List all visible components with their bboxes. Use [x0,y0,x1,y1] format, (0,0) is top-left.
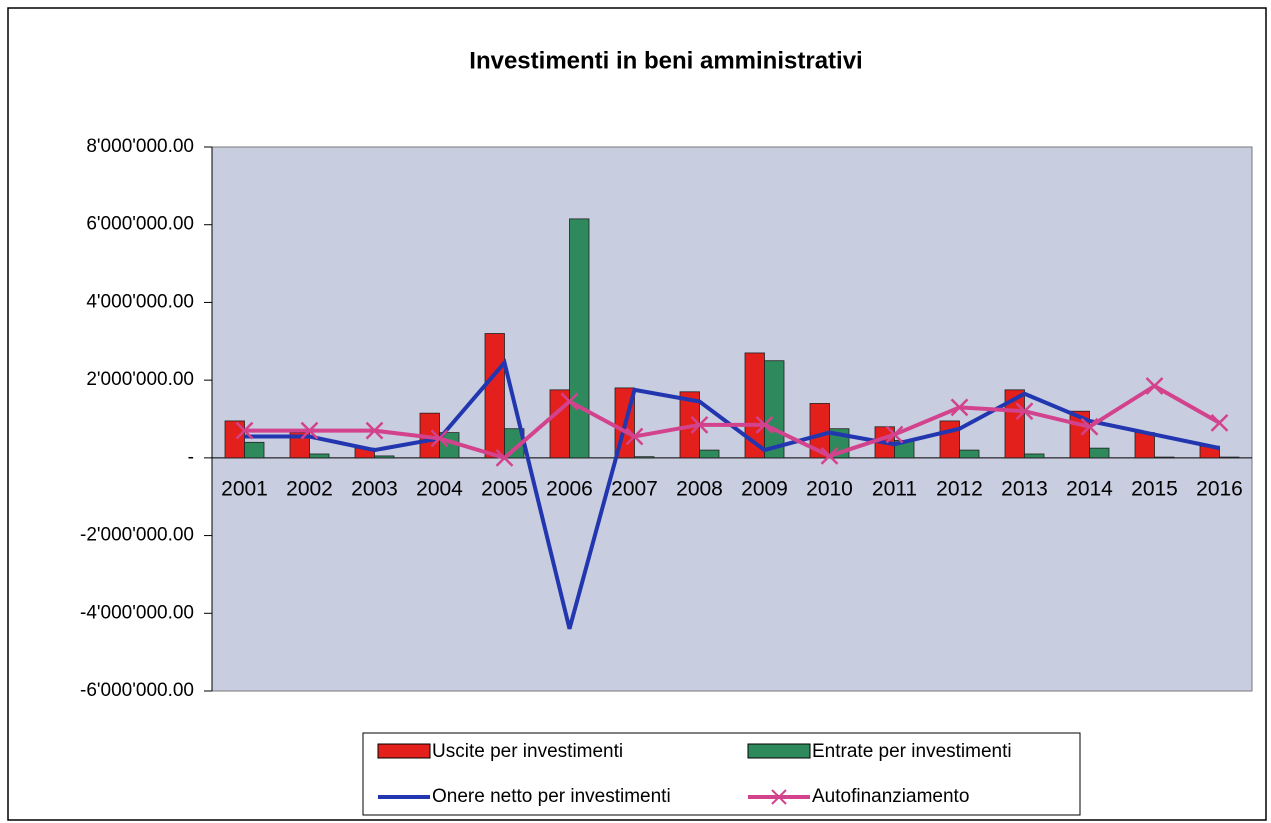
y-tick-label: -4'000'000.00 [80,602,194,623]
legend-label: Entrate per investimenti [812,741,1012,762]
x-tick-label: 2014 [1066,477,1113,500]
legend-label: Onere netto per investimenti [432,786,671,807]
bar [959,449,980,459]
bar [244,441,265,459]
bar [634,456,655,459]
marker [755,415,774,434]
bar [1219,456,1240,459]
x-tick-label: 2016 [1196,477,1243,500]
marker [560,392,579,411]
bar [569,218,590,459]
legend [362,732,1081,816]
x-tick-label: 2001 [221,477,268,500]
marker [365,421,384,440]
x-tick-label: 2006 [546,477,593,500]
x-tick-label: 2008 [676,477,723,500]
bar [1154,456,1175,459]
legend-label: Autofinanziamento [812,786,969,807]
y-tick-label: 8'000'000.00 [86,136,194,157]
x-tick-label: 2011 [872,477,917,500]
marker [430,429,449,448]
x-tick-label: 2012 [936,477,983,500]
bar [374,455,395,459]
y-tick-label: 2'000'000.00 [86,369,194,390]
bar [484,333,505,459]
y-tick-label: -6'000'000.00 [80,680,194,701]
bar [699,449,720,459]
marker [1145,377,1164,395]
marker [820,447,839,465]
marker [495,448,514,467]
chart-title: Investimenti in beni amministrativi [469,47,862,74]
x-tick-label: 2004 [416,477,463,500]
bar [224,420,245,459]
marker [1080,417,1099,436]
legend-swatch [747,743,811,759]
x-tick-label: 2003 [351,477,398,500]
marker [235,421,254,440]
marker [1015,402,1034,421]
y-tick-label: - [188,447,194,468]
marker [300,421,319,440]
x-tick-label: 2007 [611,477,658,500]
x-tick-label: 2009 [741,477,788,500]
bar [1089,447,1110,459]
marker [690,415,709,434]
legend-swatch [377,743,431,759]
marker [625,427,644,446]
legend-label: Uscite per investimenti [432,741,623,762]
y-tick-label: 6'000'000.00 [86,214,194,235]
marker [885,425,904,444]
bar [309,453,330,459]
x-tick-label: 2013 [1001,477,1048,500]
bar [1134,432,1155,459]
x-tick-label: 2005 [481,477,528,500]
x-tick-label: 2002 [286,477,333,500]
line [244,383,1221,461]
x-tick-label: 2015 [1131,477,1178,500]
y-tick-label: 4'000'000.00 [86,291,194,312]
legend-swatch [771,789,787,805]
bar [1024,453,1045,459]
x-tick-label: 2010 [806,477,853,500]
bar [764,360,785,459]
marker [950,398,969,417]
bar [939,420,960,459]
y-tick-label: -2'000'000.00 [80,525,194,546]
marker [1210,414,1229,432]
